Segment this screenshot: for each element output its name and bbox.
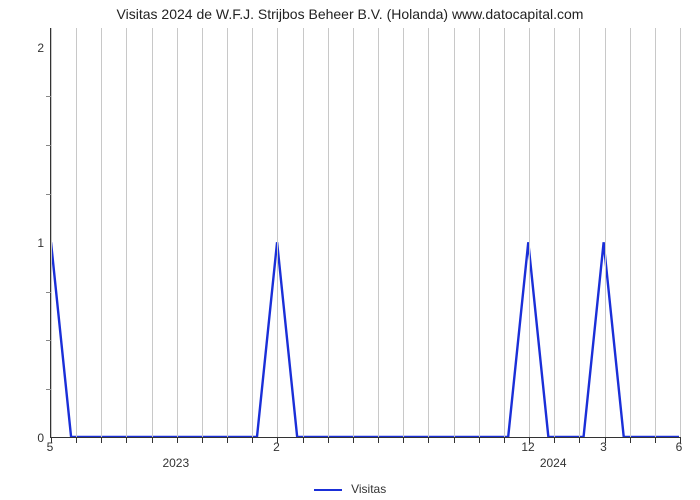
grid-vertical [680,28,681,437]
x-year-label: 2023 [162,456,189,470]
x-tick [454,437,455,443]
x-tick [303,437,304,443]
x-tick [353,437,354,443]
x-tick [126,437,127,443]
grid-vertical [252,28,253,437]
grid-vertical [303,28,304,437]
grid-vertical [378,28,379,437]
x-tick [579,437,580,443]
grid-vertical [152,28,153,437]
grid-vertical [76,28,77,437]
y-minor-tick [46,145,51,146]
grid-vertical [504,28,505,437]
x-tick [152,437,153,443]
grid-vertical [353,28,354,437]
x-tick [403,437,404,443]
x-tick [428,437,429,443]
x-tick-label: 6 [676,440,683,454]
legend: Visitas [0,482,700,496]
grid-vertical [126,28,127,437]
y-minor-tick [46,292,51,293]
x-tick [504,437,505,443]
plot-area [50,28,680,438]
grid-vertical [202,28,203,437]
x-tick [328,437,329,443]
x-tick [177,437,178,443]
x-tick [630,437,631,443]
x-tick-label: 3 [600,440,607,454]
grid-vertical [227,28,228,437]
grid-vertical [403,28,404,437]
y-tick-label: 1 [14,236,44,250]
y-minor-tick [46,96,51,97]
grid-vertical [428,28,429,437]
grid-vertical [177,28,178,437]
legend-swatch [314,489,342,491]
x-tick [227,437,228,443]
x-tick-label: 5 [47,440,54,454]
x-tick [202,437,203,443]
y-minor-tick [46,340,51,341]
y-tick-label: 0 [14,431,44,445]
grid-vertical [479,28,480,437]
grid-vertical [655,28,656,437]
x-tick [378,437,379,443]
y-minor-tick [46,389,51,390]
chart-container: Visitas 2024 de W.F.J. Strijbos Beheer B… [0,0,700,500]
grid-vertical [277,28,278,437]
grid-vertical [328,28,329,437]
y-tick-label: 2 [14,41,44,55]
grid-vertical [454,28,455,437]
grid-vertical [579,28,580,437]
x-tick [479,437,480,443]
grid-vertical [554,28,555,437]
x-year-label: 2024 [540,456,567,470]
y-minor-tick [46,194,51,195]
x-tick [101,437,102,443]
grid-vertical [529,28,530,437]
grid-vertical [51,28,52,437]
line-series-svg [51,28,680,437]
grid-vertical [630,28,631,437]
x-tick [554,437,555,443]
x-tick-label: 2 [273,440,280,454]
grid-vertical [605,28,606,437]
visits-line [51,242,679,437]
x-tick [76,437,77,443]
x-tick [252,437,253,443]
chart-title: Visitas 2024 de W.F.J. Strijbos Beheer B… [0,6,700,22]
x-tick [655,437,656,443]
x-tick-label: 12 [521,440,534,454]
grid-vertical [101,28,102,437]
legend-label: Visitas [351,482,386,496]
